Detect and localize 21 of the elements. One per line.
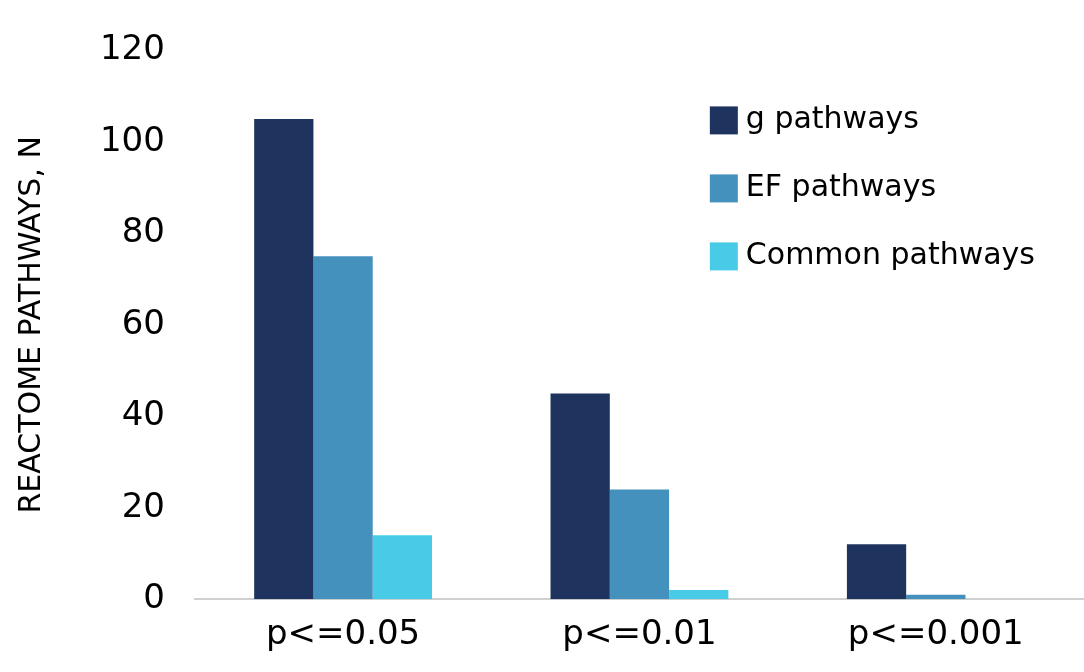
x-tick-label: p<=0.001 — [847, 612, 1024, 653]
y-axis-title: REACTOME PATHWAYS, N — [11, 136, 47, 514]
bar — [609, 489, 670, 600]
x-tick-label: p<=0.01 — [562, 612, 717, 653]
legend-label: g pathways — [745, 100, 919, 136]
bar — [254, 119, 314, 600]
legend-label: EF pathways — [745, 168, 937, 204]
y-tick-label: 0 — [143, 576, 165, 617]
legend-label: Common pathways — [745, 236, 1036, 272]
y-tick-label: 120 — [99, 27, 165, 68]
y-tick-label: 80 — [121, 210, 165, 251]
x-tick-label: p<=0.05 — [265, 612, 421, 653]
y-tick-label: 20 — [121, 484, 165, 525]
bar — [846, 544, 907, 600]
bar — [372, 535, 432, 600]
bar — [550, 393, 610, 600]
bar — [669, 590, 729, 600]
y-tick-label: 40 — [121, 393, 165, 434]
y-tick-label: 100 — [99, 118, 165, 159]
bar — [313, 256, 373, 600]
y-tick-label: 60 — [121, 301, 165, 342]
